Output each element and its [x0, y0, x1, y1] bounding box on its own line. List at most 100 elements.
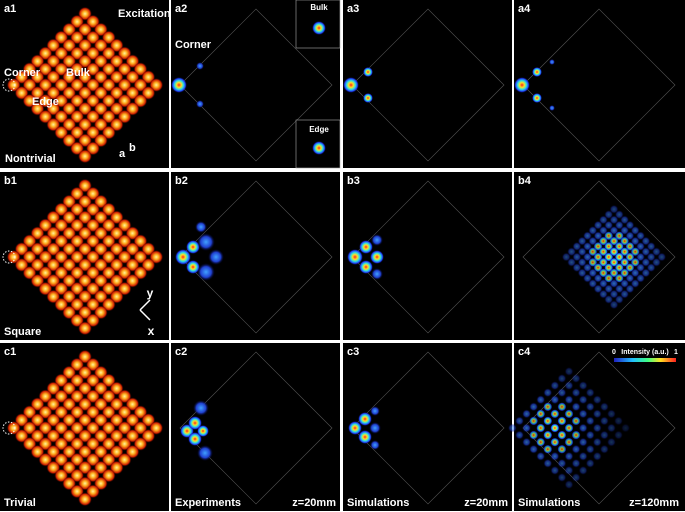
intensity-spot	[621, 423, 631, 433]
intensity-spot	[359, 240, 373, 254]
intensity-spot	[564, 409, 574, 419]
intensity-spot	[195, 221, 207, 233]
intensity-spot	[585, 458, 595, 468]
lattice-site	[78, 492, 92, 507]
intensity-spot	[550, 437, 560, 447]
intensity-spot	[571, 430, 581, 440]
intensity-spot	[543, 430, 553, 440]
intensity-spot	[571, 472, 581, 482]
lattice-outline	[522, 180, 676, 334]
intensity-spot	[592, 437, 602, 447]
intensity-spot	[529, 444, 539, 454]
panel: a1 Excitation Corner Bulk Edge a b Nontrivial	[0, 0, 171, 168]
intensity-spot	[197, 233, 215, 251]
intensity-spot	[197, 263, 215, 281]
intensity-spot	[564, 451, 574, 461]
intensity-spot	[606, 423, 616, 433]
lattice-outline	[179, 180, 333, 334]
intensity-spot	[585, 402, 595, 412]
intensity-spot	[371, 234, 383, 246]
annotation: z=120mm	[629, 497, 679, 509]
intensity-spot	[363, 67, 373, 77]
intensity-spot	[571, 458, 581, 468]
intensity-spot	[578, 423, 588, 433]
intensity-spot	[522, 437, 532, 447]
panel: b1 Square y x	[0, 172, 169, 340]
intensity-spot	[529, 416, 539, 426]
inset-spot	[312, 21, 326, 35]
intensity-spot	[370, 250, 384, 264]
annotation: x	[148, 324, 155, 338]
intensity-spot	[564, 395, 574, 405]
intensity-spot	[585, 430, 595, 440]
intensity-spot	[532, 93, 542, 103]
intensity-spot	[564, 423, 574, 433]
lattice-outline	[522, 8, 676, 162]
intensity-spot	[557, 388, 567, 398]
annotation: 1	[674, 349, 678, 356]
intensity-spot	[358, 412, 372, 426]
intensity-spot	[522, 409, 532, 419]
intensity-spot	[171, 77, 187, 93]
intensity-spot	[196, 100, 204, 108]
panel-label: b2	[175, 175, 188, 187]
annotation: y	[147, 286, 154, 300]
panel: c1 Trivial	[0, 343, 169, 511]
panel: a2 Corner Bulk Edge	[171, 0, 341, 169]
panel: c4 Simulations z=120mm 0 Intensity (a.u.) 1	[507, 343, 685, 511]
intensity-spot	[550, 465, 560, 475]
intensity-spot	[557, 430, 567, 440]
intensity-spot	[348, 421, 362, 435]
annotation: a	[119, 148, 126, 160]
intensity-spot	[564, 366, 574, 376]
intensity-spot	[592, 423, 602, 433]
intensity-spot	[564, 381, 574, 391]
intensity-spot	[197, 425, 209, 437]
panel-label: b4	[518, 175, 532, 187]
intensity-spot	[507, 423, 517, 433]
intensity-spot	[550, 451, 560, 461]
intensity-spot	[193, 400, 209, 416]
intensity-spot	[571, 374, 581, 384]
intensity-spot	[536, 451, 546, 461]
intensity-spot	[543, 388, 553, 398]
intensity-spot	[543, 402, 553, 412]
excitation-marker	[2, 250, 16, 264]
panel-label: c3	[347, 346, 359, 358]
intensity-spot	[571, 402, 581, 412]
intensity-spot	[585, 388, 595, 398]
annotation: Square	[4, 326, 41, 338]
intensity-spot	[557, 402, 567, 412]
annotation: Simulations	[347, 497, 409, 509]
intensity-spot	[514, 77, 530, 93]
panel: c2 Experiments z=20mm	[171, 343, 340, 511]
intensity-spot	[609, 300, 619, 310]
panel-label: a1	[4, 3, 16, 15]
intensity-spot	[543, 416, 553, 426]
intensity-spot	[363, 93, 373, 103]
annotation: Trivial	[4, 497, 36, 509]
annotation: Experiments	[175, 497, 241, 509]
panel: b2	[171, 172, 340, 340]
intensity-spot	[188, 416, 202, 430]
intensity-spot	[515, 430, 525, 440]
panel-label: a2	[175, 3, 187, 15]
intensity-spot	[557, 458, 567, 468]
lattice-site	[78, 321, 92, 336]
annotation: b	[129, 142, 136, 154]
excitation-marker	[2, 78, 16, 92]
intensity-spot	[557, 416, 567, 426]
intensity-spot	[175, 249, 191, 265]
intensity-spot	[613, 416, 623, 426]
intensity-spot	[592, 395, 602, 405]
annotation: Simulations	[518, 497, 580, 509]
intensity-spot	[557, 472, 567, 482]
intensity-spot	[592, 451, 602, 461]
annotation: Nontrivial	[5, 153, 56, 165]
panel-background	[343, 0, 512, 168]
intensity-spot	[536, 395, 546, 405]
panel-label: c1	[4, 346, 16, 358]
annotation: Edge	[309, 125, 329, 134]
lattice-site	[78, 149, 92, 164]
intensity-spot	[550, 409, 560, 419]
